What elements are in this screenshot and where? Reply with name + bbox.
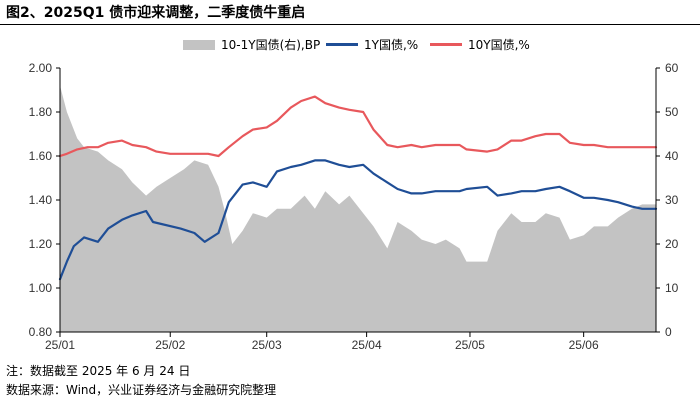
series-line-10y xyxy=(58,95,658,158)
y-left-tick-label-0: 0.80 xyxy=(29,325,53,339)
legend-item-10y: 10Y国债,% xyxy=(430,36,530,53)
legend-swatch-1y xyxy=(326,43,358,46)
y-right-tick-label-2: 20 xyxy=(665,237,679,251)
legend-label-1y: 1Y国债,% xyxy=(364,38,419,52)
y-left-tick-label-2: 1.20 xyxy=(29,237,53,251)
y-right-tick-label-1: 10 xyxy=(665,281,679,295)
y-left-tick-label-5: 1.80 xyxy=(29,105,53,119)
y-right-tick-label-0: 0 xyxy=(665,325,672,339)
x-tick-label-2: 25/03 xyxy=(252,338,282,352)
series-area-spread xyxy=(60,85,656,332)
x-tick-label-5: 25/06 xyxy=(569,338,599,352)
series-line-1y xyxy=(58,159,658,281)
legend: 10-1Y国债(右),BP 1Y国债,% 10Y国债,% xyxy=(0,36,700,54)
y-right-tick-label-3: 30 xyxy=(665,193,679,207)
chart-title: 图2、2025Q1 债市迎来调整，二季度债牛重启 xyxy=(6,5,306,21)
y-left-tick-label-1: 1.00 xyxy=(29,281,53,295)
legend-label-10y: 10Y国债,% xyxy=(468,38,530,52)
y-left-tick-label-6: 2.00 xyxy=(29,61,53,75)
legend-swatch-10y xyxy=(430,43,462,46)
x-tick-label-0: 25/01 xyxy=(45,338,75,352)
title-rule xyxy=(0,24,700,25)
y-left-tick-label-3: 1.40 xyxy=(29,193,53,207)
y-left-tick-label-4: 1.60 xyxy=(29,149,53,163)
y-right-tick-label-5: 50 xyxy=(665,105,679,119)
footer-note: 注：数据截至 2025 年 6 月 24 日 xyxy=(6,364,191,378)
legend-item-spread: 10-1Y国债(右),BP xyxy=(183,36,320,53)
y-right-tick-label-6: 60 xyxy=(665,61,679,75)
legend-item-1y: 1Y国债,% xyxy=(326,36,418,53)
legend-swatch-spread xyxy=(183,39,215,50)
x-tick-label-3: 25/04 xyxy=(352,338,382,352)
footer-source: 数据来源：Wind，兴业证券经济与金融研究院整理 xyxy=(6,383,277,397)
y-right-tick-label-4: 40 xyxy=(665,149,679,163)
x-tick-label-1: 25/02 xyxy=(155,338,185,352)
x-tick-label-4: 25/05 xyxy=(455,338,485,352)
legend-label-spread: 10-1Y国债(右),BP xyxy=(221,38,321,52)
